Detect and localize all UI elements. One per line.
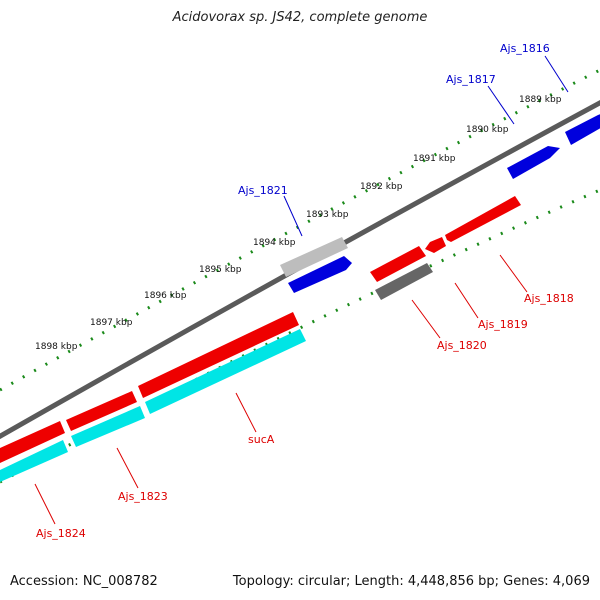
- map-title: Acidovorax sp. JS42, complete genome: [172, 10, 428, 25]
- scale-label-1893: 1893 kbp: [306, 210, 349, 220]
- leader-ajs-1818: [499, 254, 528, 293]
- gene-ajs-1817[interactable]: [507, 146, 560, 179]
- genome-summary-text: Topology: circular; Length: 4,448,856 bp…: [232, 574, 590, 589]
- leader-ajs-1824: [34, 483, 56, 525]
- label-ajs-1821[interactable]: Ajs_1821: [238, 184, 288, 197]
- label-suca[interactable]: sucA: [248, 433, 275, 446]
- gene-ajs-1819[interactable]: [425, 237, 446, 253]
- gene-ajs-1824[interactable]: [0, 421, 65, 463]
- gene-ajs-1821-gray[interactable]: [280, 237, 348, 277]
- leader-ajs-1820: [411, 299, 441, 339]
- scale-label-1892: 1892 kbp: [360, 182, 403, 192]
- label-ajs-1817[interactable]: Ajs_1817: [446, 73, 496, 86]
- leader-ajs-1817: [487, 85, 515, 125]
- gene-ajs-1816[interactable]: [565, 112, 600, 145]
- leader-ajs-1823: [116, 447, 139, 489]
- gene-ajs-1820[interactable]: [375, 263, 433, 300]
- gene-ajs-1823[interactable]: [66, 391, 137, 431]
- scale-label-1891: 1891 kbp: [413, 154, 456, 164]
- gene-ajs-1824-cyan[interactable]: [0, 440, 68, 482]
- scale-label-1897: 1897 kbp: [90, 318, 133, 328]
- gene-suca[interactable]: [138, 312, 299, 398]
- leader-ajs-1816: [544, 55, 569, 93]
- scale-label-1898: 1898 kbp: [35, 342, 78, 352]
- accession-text: Accession: NC_008782: [10, 574, 158, 589]
- scale-label-1889: 1889 kbp: [519, 95, 562, 105]
- scale-label-1890: 1890 kbp: [466, 125, 509, 135]
- label-ajs-1816[interactable]: Ajs_1816: [500, 42, 550, 55]
- gene-ajs-1820-red[interactable]: [370, 246, 426, 282]
- gene-ajs-1818[interactable]: [445, 196, 521, 242]
- scale-label-1894: 1894 kbp: [253, 238, 296, 248]
- gene-ajs-1821[interactable]: [288, 256, 352, 293]
- label-ajs-1819[interactable]: Ajs_1819: [478, 318, 528, 331]
- label-ajs-1818[interactable]: Ajs_1818: [524, 292, 574, 305]
- gene-suca-cyan[interactable]: [145, 329, 306, 414]
- leader-ajs-1819: [454, 282, 479, 319]
- gene-ajs-1823-cyan[interactable]: [71, 406, 145, 447]
- leader-ajs-1821: [283, 195, 303, 237]
- label-ajs-1820[interactable]: Ajs_1820: [437, 339, 487, 352]
- label-ajs-1824[interactable]: Ajs_1824: [36, 527, 86, 540]
- leader-suca: [235, 392, 257, 433]
- scale-label-1896: 1896 kbp: [144, 291, 187, 301]
- label-ajs-1823[interactable]: Ajs_1823: [118, 490, 168, 503]
- scale-label-1895: 1895 kbp: [199, 265, 242, 275]
